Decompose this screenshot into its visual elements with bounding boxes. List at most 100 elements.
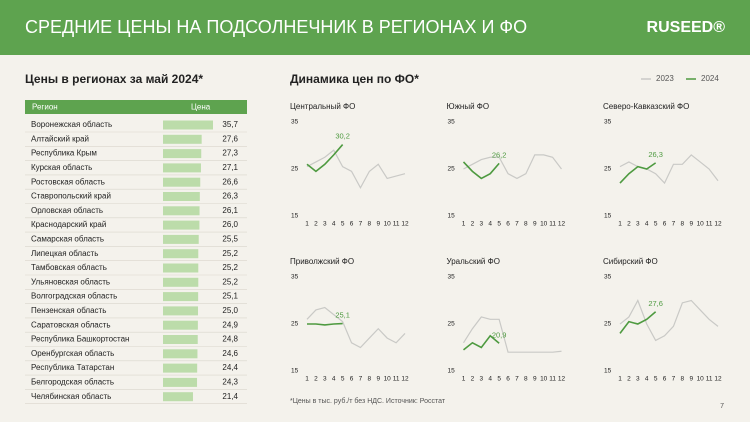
x-tick-label: 5	[497, 221, 501, 228]
series-line	[306, 144, 344, 173]
bar	[163, 335, 198, 344]
x-tick-label: 6	[663, 221, 667, 228]
bar	[163, 377, 198, 387]
chart-title: Центральный ФО	[290, 102, 355, 111]
bar	[163, 320, 198, 330]
page-title: СРЕДНИЕ ЦЕНЫ НА ПОДСОЛНЕЧНИК В РЕГИОНАХ …	[25, 17, 527, 37]
section-title: Динамика цен по ФО*	[290, 72, 419, 86]
header-band	[0, 0, 750, 55]
value-label: 25,0	[222, 306, 238, 315]
x-tick-label: 4	[332, 376, 336, 383]
x-tick-label: 7	[515, 221, 519, 228]
x-tick-label: 8	[681, 376, 685, 383]
bar	[163, 192, 200, 201]
series-line	[306, 306, 406, 349]
series-line	[307, 322, 343, 326]
x-tick-label: 8	[524, 376, 528, 383]
x-tick-label: 2	[314, 376, 318, 383]
row-label: Ставропольский край	[31, 192, 111, 201]
table-header	[25, 100, 247, 114]
x-tick-label: 9	[689, 221, 693, 228]
y-tick-label: 15	[291, 368, 299, 375]
x-tick-label: 11	[706, 376, 713, 383]
value-label: 21,4	[222, 392, 238, 401]
y-tick-label: 25	[448, 321, 456, 328]
series-line	[619, 311, 657, 334]
x-tick-label: 3	[636, 376, 640, 383]
row-label: Республика Башкортостан	[31, 335, 129, 344]
row-label: Пензенская область	[31, 306, 106, 315]
x-tick-label: 12	[401, 376, 409, 383]
page-number: 7	[720, 403, 724, 410]
bar	[163, 263, 199, 273]
bar	[163, 249, 199, 259]
x-tick-label: 5	[654, 376, 658, 383]
series-line	[619, 299, 719, 342]
row-label: Республика Крым	[31, 149, 97, 158]
row-label: Курская область	[31, 163, 92, 172]
legend-label: 2023	[656, 74, 674, 83]
x-tick-label: 1	[305, 376, 309, 383]
y-tick-label: 35	[604, 274, 612, 281]
x-tick-label: 7	[672, 376, 676, 383]
y-tick-label: 35	[448, 119, 456, 126]
value-label: 24,3	[222, 378, 238, 387]
x-tick-label: 10	[384, 221, 392, 228]
x-tick-label: 5	[497, 376, 501, 383]
value-label: 27,6	[222, 134, 238, 143]
y-tick-label: 25	[291, 321, 299, 328]
bar	[163, 234, 199, 244]
row-label: Ульяновская область	[31, 277, 110, 286]
series-line	[463, 154, 562, 180]
row-label: Челябинская область	[31, 392, 111, 401]
x-tick-label: 3	[636, 221, 640, 228]
x-tick-label: 12	[714, 376, 722, 383]
y-tick-label: 15	[291, 213, 299, 220]
value-label: 24,6	[222, 349, 238, 358]
value-label: 24,9	[222, 320, 238, 329]
y-tick-label: 15	[448, 213, 456, 220]
x-tick-label: 9	[689, 376, 693, 383]
x-tick-label: 12	[401, 221, 409, 228]
x-tick-label: 1	[618, 221, 622, 228]
y-tick-label: 35	[291, 119, 299, 126]
logo: RUSEED®	[647, 19, 726, 36]
series-line	[462, 316, 562, 353]
table-title: Цены в регионах за май 2024*	[25, 72, 203, 86]
data-label: 26,3	[648, 150, 663, 159]
x-tick-label: 1	[462, 221, 466, 228]
x-tick-label: 8	[681, 221, 685, 228]
x-tick-label: 6	[350, 376, 354, 383]
x-tick-label: 7	[672, 221, 676, 228]
row-label: Алтайский край	[31, 134, 89, 143]
x-tick-label: 10	[540, 221, 548, 228]
x-tick-label: 1	[305, 221, 309, 228]
bar	[163, 220, 200, 230]
x-tick-label: 3	[480, 221, 484, 228]
y-tick-label: 35	[448, 274, 456, 281]
x-tick-label: 2	[471, 221, 475, 228]
x-tick-label: 10	[384, 376, 392, 383]
x-tick-label: 10	[697, 376, 705, 383]
value-label: 26,3	[222, 192, 238, 201]
bar	[163, 134, 202, 144]
x-tick-label: 8	[524, 221, 528, 228]
x-tick-label: 11	[393, 376, 400, 383]
column-header: Цена	[191, 103, 211, 112]
bar	[163, 392, 193, 402]
x-tick-label: 9	[376, 376, 380, 383]
value-label: 27,3	[222, 149, 238, 158]
value-label: 25,2	[222, 277, 238, 286]
data-label: 27,6	[648, 299, 663, 308]
bar	[163, 177, 201, 187]
data-label: 20,9	[492, 330, 507, 339]
footnote: *Цены в тыс. руб./т без НДС. Источник: Р…	[290, 397, 446, 405]
data-label: 30,2	[335, 132, 350, 141]
data-label: 26,2	[492, 150, 507, 159]
row-label: Ростовская область	[31, 177, 105, 186]
row-label: Воронежская область	[31, 120, 112, 129]
series-line	[306, 149, 406, 190]
row-label: Орловская область	[31, 206, 103, 215]
bar	[163, 206, 200, 216]
